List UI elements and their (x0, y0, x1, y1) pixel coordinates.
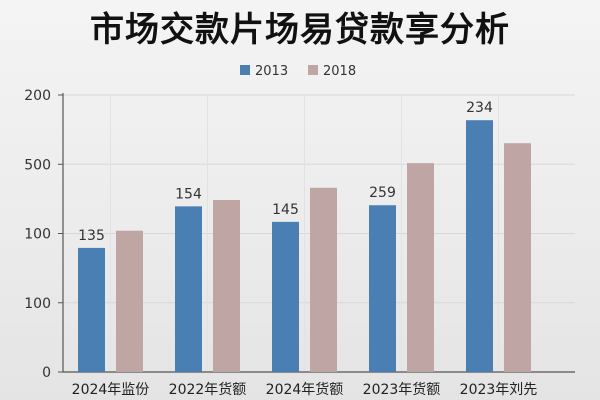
bar-2018 (310, 187, 337, 372)
bar-2018 (116, 230, 143, 372)
legend: 2013 2018 (240, 64, 356, 79)
bar-2013 (466, 120, 493, 372)
bar-2013 (272, 221, 299, 372)
bar-2018 (504, 143, 531, 372)
y-tick-label: 100 (24, 227, 51, 243)
legend-swatch-2018 (308, 65, 318, 75)
y-tick-label: 500 (24, 157, 51, 173)
bar-2013 (78, 247, 105, 372)
bar-2018 (213, 199, 240, 372)
bar-2013 (369, 205, 396, 372)
bars (78, 120, 531, 372)
y-tick-label: 100 (24, 296, 51, 312)
x-category-label: 2022年货额 (169, 381, 247, 398)
legend-swatch-2013 (240, 65, 250, 75)
data-label: 135 (78, 228, 105, 244)
chart-title: 市场交款片场易贷款享分析 (90, 10, 510, 50)
x-category-label: 2023年货额 (363, 381, 441, 398)
bar-2013 (175, 206, 202, 372)
legend-label: 2018 (323, 64, 356, 79)
bar-2018 (407, 163, 434, 372)
data-label: 259 (369, 185, 396, 201)
labels: 0 100 100 500 200 135 2024年监份 154 2022年货额 145 2024… (24, 88, 537, 398)
x-category-label: 2024年监份 (72, 382, 150, 398)
legend-label: 2013 (255, 64, 288, 79)
x-category-label: 2023年刘先 (460, 382, 538, 398)
data-label: 154 (175, 186, 202, 202)
y-tick-label: 0 (42, 365, 51, 381)
data-label: 145 (272, 202, 299, 218)
y-tick-label: 200 (24, 88, 51, 104)
x-category-label: 2024年货额 (266, 381, 344, 398)
data-label: 234 (466, 100, 493, 116)
